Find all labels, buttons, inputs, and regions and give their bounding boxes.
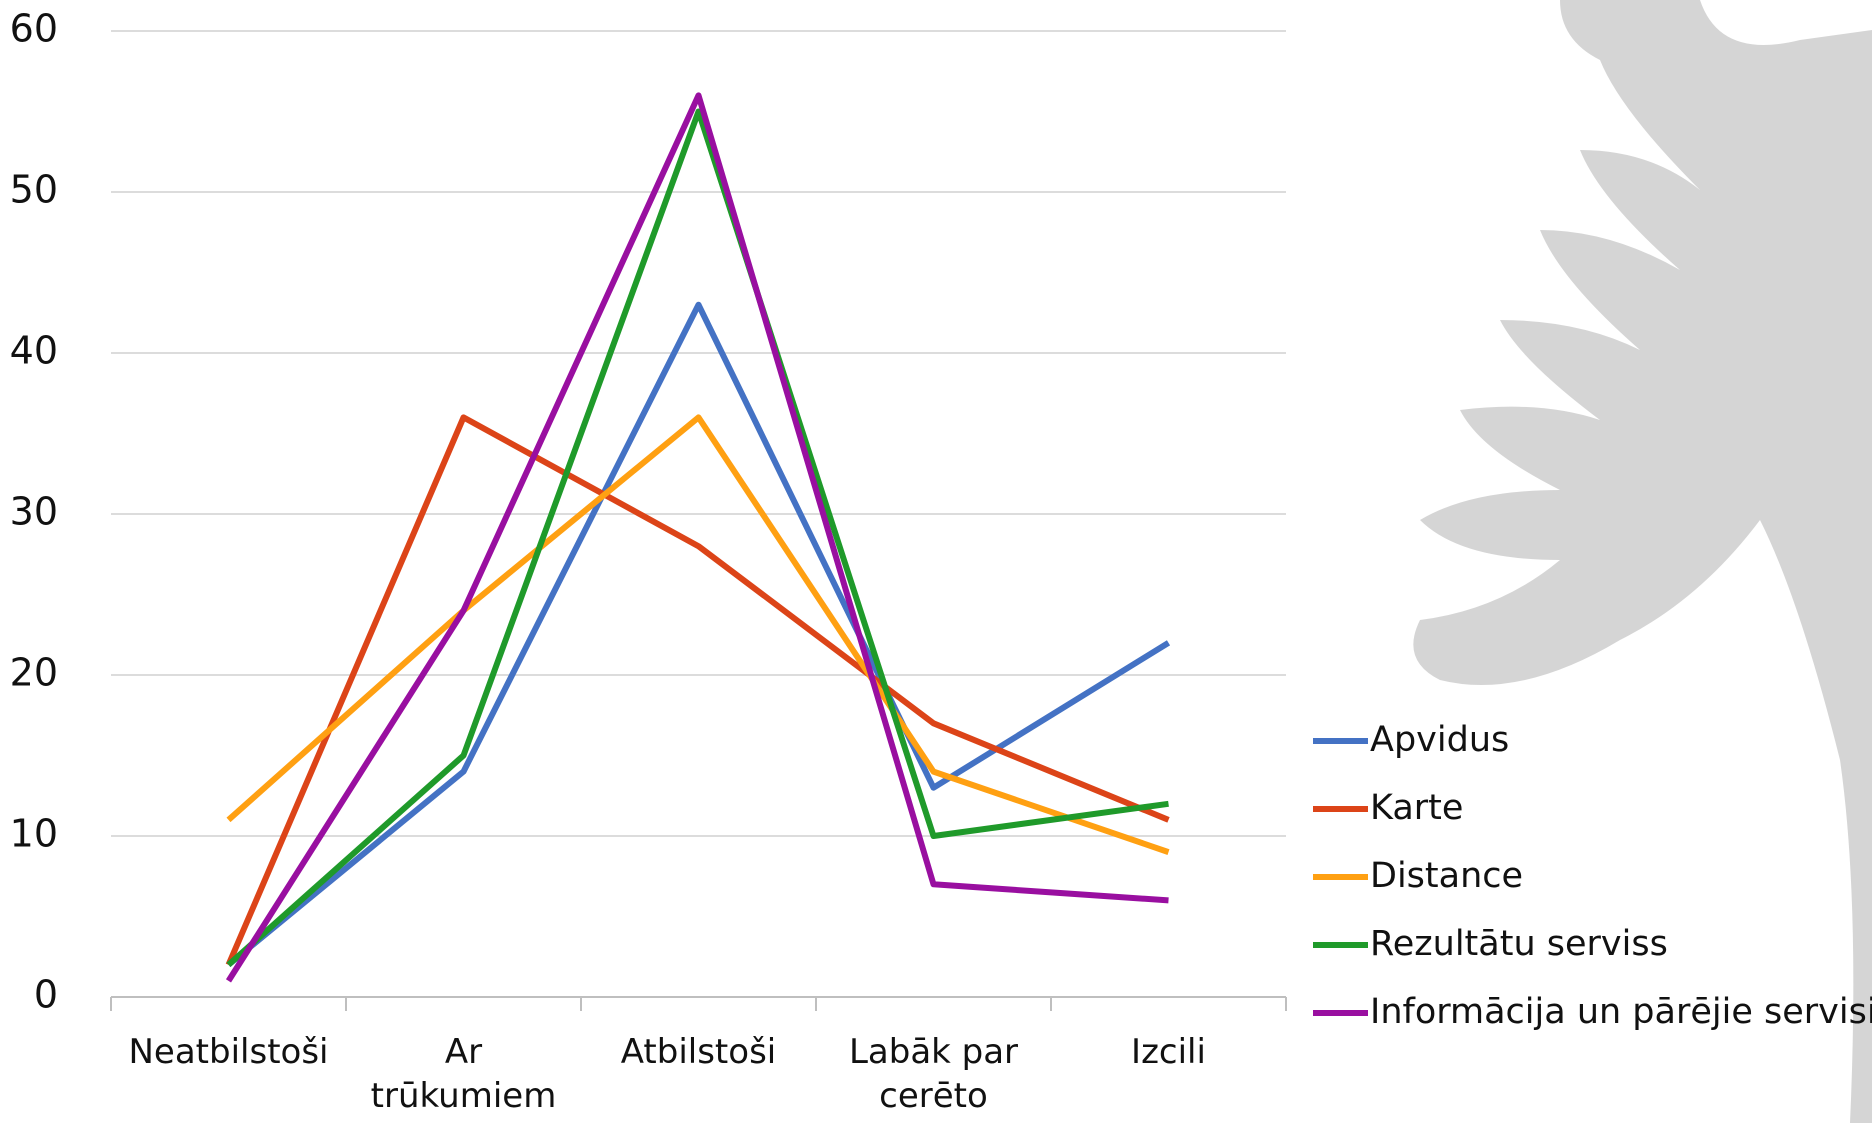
series-line — [226, 108, 1169, 968]
x-tick-label: Atbilstoši — [620, 1032, 777, 1072]
legend-label: Apvidus — [1370, 720, 1509, 760]
y-tick-label: 50 — [10, 168, 58, 212]
legend-label: Distance — [1370, 856, 1523, 896]
x-tick-label: Neatbilstoši — [128, 1032, 329, 1072]
background-tree — [1413, 0, 1872, 1123]
x-tick-label: Ar trūkumiem — [370, 1032, 557, 1116]
legend-label: Rezultātu serviss — [1370, 924, 1668, 964]
legend-label: Karte — [1370, 788, 1463, 828]
series-line — [225, 414, 1170, 966]
y-tick-label: 40 — [10, 329, 58, 373]
x-tick-label: Izcili — [1131, 1032, 1206, 1072]
series-line — [225, 92, 1169, 983]
y-tick-label: 0 — [34, 973, 58, 1017]
y-tick-label: 30 — [10, 490, 58, 534]
series-line — [226, 414, 1170, 855]
y-tick-label: 10 — [10, 812, 58, 856]
series-line — [226, 301, 1171, 968]
x-tick-label: Labāk par cerēto — [848, 1032, 1019, 1116]
y-tick-label: 20 — [10, 651, 58, 695]
y-tick-label: 60 — [10, 7, 58, 51]
legend-label: Informācija un pārējie servisi — [1370, 992, 1872, 1032]
